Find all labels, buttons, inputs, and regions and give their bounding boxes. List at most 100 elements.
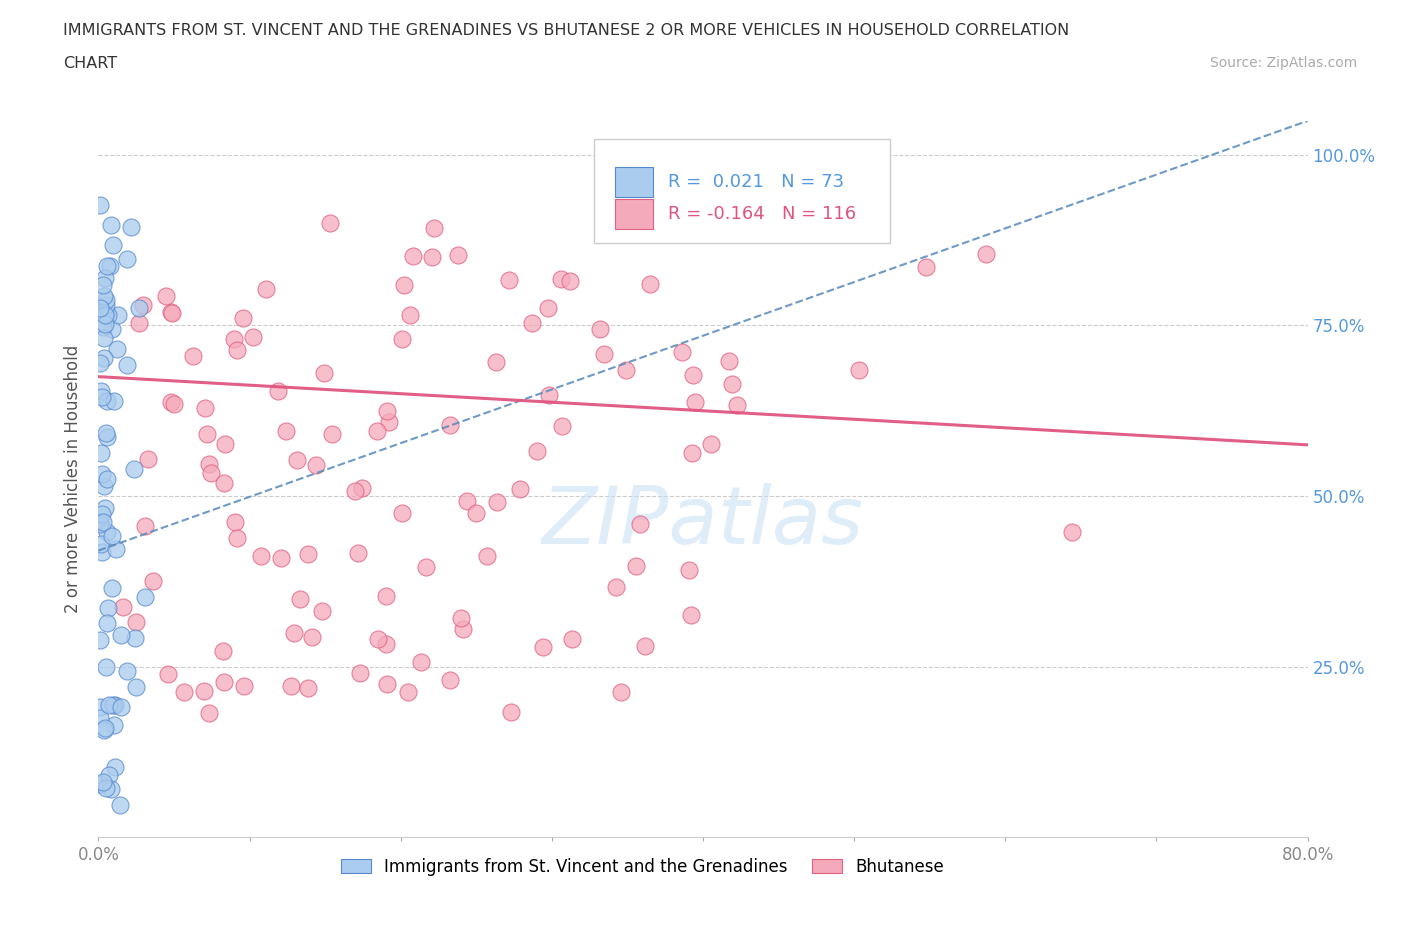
Point [103,393,125,408]
Point [195,426,218,441]
Point [681,445,703,460]
Point [367,631,389,646]
Point [499,704,522,719]
Point [197,457,219,472]
Point [134,589,156,604]
Point [509,482,531,497]
Point [90,507,112,522]
Text: R =  0.021   N = 73: R = 0.021 N = 73 [668,173,844,191]
Point [396,684,419,699]
Point [142,573,165,588]
Point [678,563,700,578]
Point [392,278,415,293]
Point [159,394,181,409]
Point [117,357,139,372]
Point [101,580,124,595]
Point [366,424,388,439]
Point [104,698,127,712]
Point [93,723,115,737]
Point [420,249,443,264]
Point [194,401,217,416]
Point [537,388,560,403]
Point [718,354,741,369]
Point [915,259,938,274]
Point [90,537,112,551]
Point [297,681,319,696]
Point [560,631,582,646]
Point [89,516,111,531]
Point [456,493,478,508]
Point [224,514,246,529]
Point [485,354,508,369]
Point [96,293,118,308]
Point [700,436,723,451]
Point [193,684,215,698]
Point [1062,525,1084,539]
Point [128,316,150,331]
Point [378,414,401,429]
Point [91,545,114,560]
Point [211,644,233,658]
Point [520,315,543,330]
Point [374,589,396,604]
Point [96,393,118,408]
Point [89,777,111,792]
FancyBboxPatch shape [614,199,654,229]
Point [98,698,121,712]
Point [94,500,117,515]
Text: ZIPatlas: ZIPatlas [541,483,865,561]
Point [242,329,264,344]
Point [391,331,413,346]
Point [94,305,117,320]
Point [181,349,204,364]
Text: Source: ZipAtlas.com: Source: ZipAtlas.com [1209,56,1357,70]
Point [104,759,127,774]
Point [848,363,870,378]
Point [89,632,111,647]
Point [319,216,342,231]
Point [89,711,111,725]
Point [101,238,124,253]
Point [614,363,637,378]
Point [679,608,702,623]
Point [270,551,292,565]
Point [89,356,111,371]
Point [593,347,616,362]
Point [200,465,222,480]
Point [498,272,520,287]
Point [97,768,120,783]
Point [312,365,335,380]
Point [347,546,370,561]
Point [112,599,135,614]
Point [91,466,114,481]
Point [285,452,308,467]
FancyBboxPatch shape [595,139,890,243]
Point [89,699,111,714]
Point [96,430,118,445]
Point [682,367,704,382]
Point [634,639,657,654]
FancyBboxPatch shape [614,166,654,197]
Point [94,780,117,795]
Point [90,445,112,460]
Point [110,628,132,643]
Point [280,679,302,694]
Point [974,246,997,261]
Point [375,403,398,418]
Point [117,252,139,267]
Point [683,394,706,409]
Point [157,667,180,682]
Point [486,495,509,510]
Point [214,436,236,451]
Point [93,351,115,365]
Point [91,278,114,293]
Point [103,698,125,712]
Text: IMMIGRANTS FROM ST. VINCENT AND THE GRENADINES VS BHUTANESE 2 OR MORE VEHICLES I: IMMIGRANTS FROM ST. VINCENT AND THE GREN… [63,23,1070,38]
Point [226,342,249,357]
Point [136,451,159,466]
Point [94,308,117,323]
Point [105,541,128,556]
Legend: Immigrants from St. Vincent and the Grenadines, Bhutanese: Immigrants from St. Vincent and the Gren… [333,851,952,883]
Point [98,259,121,273]
Point [290,591,312,606]
